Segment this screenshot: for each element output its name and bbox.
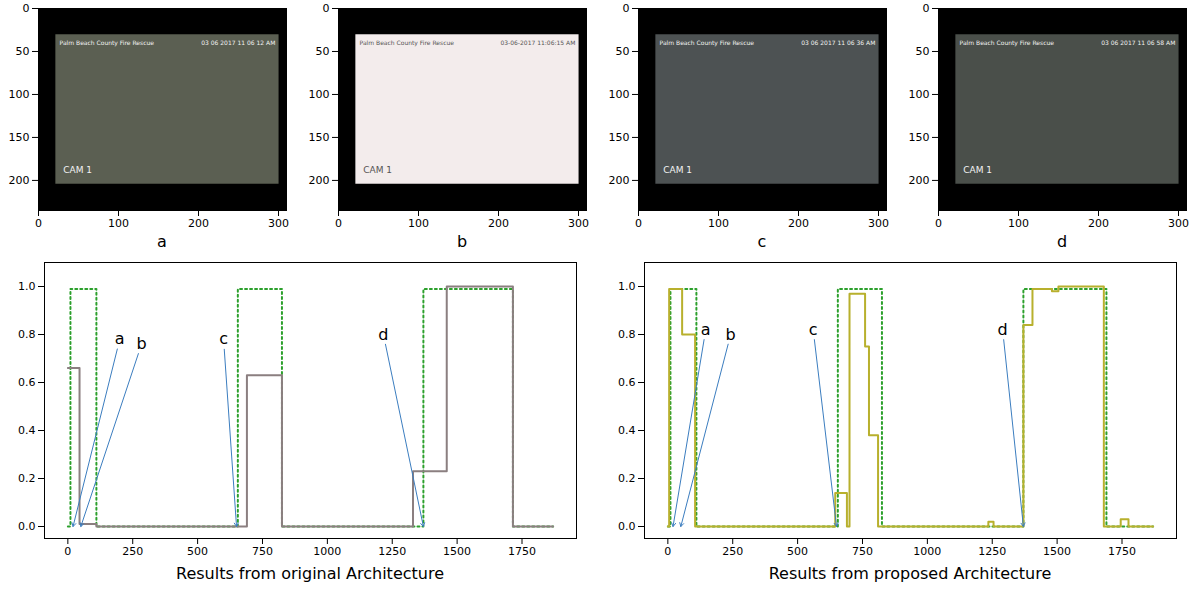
svg-text:150: 150: [9, 131, 30, 144]
svg-text:300: 300: [268, 217, 289, 230]
svg-text:Palm Beach County Fire Rescue: Palm Beach County Fire Rescue: [660, 39, 755, 47]
svg-text:CAM 1: CAM 1: [963, 165, 992, 175]
svg-text:0: 0: [64, 545, 71, 558]
svg-text:0: 0: [335, 217, 342, 230]
svg-text:1500: 1500: [1043, 545, 1071, 558]
svg-text:1000: 1000: [313, 545, 341, 558]
svg-text:100: 100: [909, 88, 930, 101]
svg-text:0.8: 0.8: [18, 328, 36, 341]
svg-text:b: b: [726, 325, 736, 344]
svg-text:b: b: [136, 334, 146, 353]
svg-text:Palm Beach County Fire Rescue: Palm Beach County Fire Rescue: [960, 39, 1055, 47]
svg-text:0.4: 0.4: [18, 424, 36, 437]
svg-text:100: 100: [108, 217, 129, 230]
svg-text:100: 100: [408, 217, 429, 230]
svg-text:Palm Beach County Fire Rescue: Palm Beach County Fire Rescue: [360, 39, 455, 47]
svg-text:c: c: [219, 329, 228, 348]
svg-text:0.2: 0.2: [18, 472, 36, 485]
svg-text:50: 50: [16, 45, 30, 58]
svg-text:200: 200: [1088, 217, 1109, 230]
svg-text:03 06 2017 11 06 58 AM: 03 06 2017 11 06 58 AM: [1101, 39, 1175, 46]
svg-text:1750: 1750: [1108, 545, 1136, 558]
svg-text:200: 200: [9, 174, 30, 187]
html-text:a: a: [157, 232, 167, 251]
svg-text:1000: 1000: [913, 545, 941, 558]
svg-text:50: 50: [616, 45, 630, 58]
svg-text:100: 100: [9, 88, 30, 101]
svg-text:03 06 2017 11 06 12 AM: 03 06 2017 11 06 12 AM: [201, 39, 275, 46]
svg-text:200: 200: [188, 217, 209, 230]
svg-text:750: 750: [852, 545, 873, 558]
svg-text:1.0: 1.0: [618, 280, 636, 293]
svg-text:300: 300: [868, 217, 889, 230]
svg-text:d: d: [998, 320, 1008, 339]
svg-text:100: 100: [309, 88, 330, 101]
svg-text:0: 0: [623, 2, 630, 15]
svg-text:100: 100: [609, 88, 630, 101]
svg-text:250: 250: [722, 545, 743, 558]
svg-text:500: 500: [187, 545, 208, 558]
svg-text:CAM 1: CAM 1: [363, 165, 392, 175]
svg-text:CAM 1: CAM 1: [63, 165, 92, 175]
svg-text:CAM 1: CAM 1: [663, 165, 692, 175]
svg-text:03 06 2017 11 06 36 AM: 03 06 2017 11 06 36 AM: [801, 39, 875, 46]
svg-text:a: a: [115, 329, 125, 348]
svg-text:d: d: [378, 325, 388, 344]
svg-text:c: c: [809, 320, 818, 339]
html-text:Results from proposed Architec: Results from proposed Architecture: [768, 564, 1052, 583]
svg-text:50: 50: [916, 45, 930, 58]
svg-text:200: 200: [788, 217, 809, 230]
svg-text:500: 500: [787, 545, 808, 558]
svg-text:100: 100: [1008, 217, 1029, 230]
svg-text:Palm Beach County Fire Rescue: Palm Beach County Fire Rescue: [60, 39, 155, 47]
svg-text:200: 200: [609, 174, 630, 187]
svg-text:0: 0: [664, 545, 671, 558]
html-text:b: b: [456, 232, 468, 251]
svg-text:250: 250: [122, 545, 143, 558]
svg-text:1.0: 1.0: [18, 280, 36, 293]
svg-text:1250: 1250: [978, 545, 1006, 558]
svg-text:150: 150: [909, 131, 930, 144]
svg-text:150: 150: [309, 131, 330, 144]
svg-text:0: 0: [935, 217, 942, 230]
svg-text:0.4: 0.4: [618, 424, 636, 437]
svg-text:50: 50: [316, 45, 330, 58]
svg-text:0.8: 0.8: [618, 328, 636, 341]
svg-text:0: 0: [635, 217, 642, 230]
html-text:Results from original Architec: Results from original Architecture: [176, 564, 444, 583]
svg-text:200: 200: [909, 174, 930, 187]
html-text:d: d: [1056, 232, 1068, 251]
svg-text:0: 0: [23, 2, 30, 15]
svg-text:750: 750: [252, 545, 273, 558]
svg-text:300: 300: [1168, 217, 1189, 230]
svg-text:150: 150: [609, 131, 630, 144]
svg-text:0.0: 0.0: [18, 520, 36, 533]
svg-text:0: 0: [35, 217, 42, 230]
svg-text:0.6: 0.6: [618, 376, 636, 389]
svg-text:1750: 1750: [508, 545, 536, 558]
svg-text:200: 200: [309, 174, 330, 187]
html-text:c: c: [757, 232, 767, 251]
svg-text:03-06-2017 11:06:15 AM: 03-06-2017 11:06:15 AM: [500, 39, 575, 46]
svg-text:300: 300: [568, 217, 589, 230]
svg-text:100: 100: [708, 217, 729, 230]
svg-text:0.6: 0.6: [18, 376, 36, 389]
svg-text:0: 0: [323, 2, 330, 15]
svg-text:200: 200: [488, 217, 509, 230]
svg-text:a: a: [701, 320, 711, 339]
svg-text:0.0: 0.0: [618, 520, 636, 533]
svg-text:0: 0: [923, 2, 930, 15]
svg-text:0.2: 0.2: [618, 472, 636, 485]
svg-text:1500: 1500: [443, 545, 471, 558]
svg-text:1250: 1250: [378, 545, 406, 558]
